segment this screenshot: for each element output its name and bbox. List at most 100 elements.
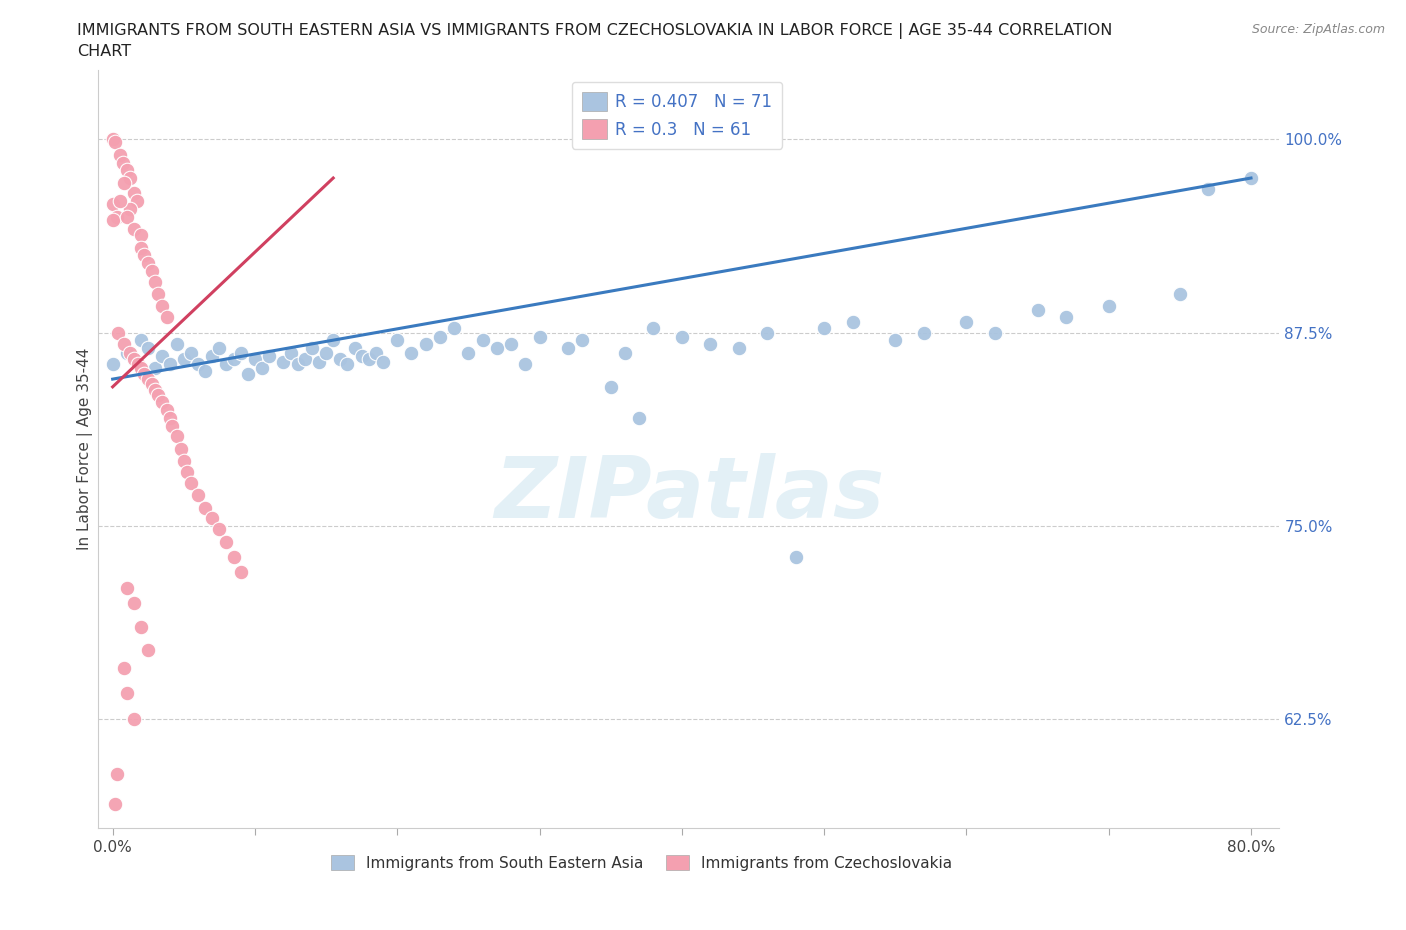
Point	[122, 596, 145, 611]
Point	[1098, 299, 1121, 313]
Point	[148, 387, 170, 402]
Point	[115, 580, 138, 595]
Point	[148, 286, 170, 301]
Point	[166, 429, 188, 444]
Point	[129, 619, 152, 634]
Point	[457, 345, 479, 360]
Point	[315, 345, 337, 360]
Point	[129, 333, 152, 348]
Point	[122, 352, 145, 366]
Point	[628, 410, 651, 425]
Point	[115, 209, 138, 224]
Text: ZIPatlas: ZIPatlas	[494, 453, 884, 536]
Point	[215, 534, 238, 549]
Point	[222, 550, 245, 565]
Point	[443, 321, 465, 336]
Point	[118, 170, 141, 185]
Text: IMMIGRANTS FROM SOUTH EASTERN ASIA VS IMMIGRANTS FROM CZECHOSLOVAKIA IN LABOR FO: IMMIGRANTS FROM SOUTH EASTERN ASIA VS IM…	[77, 23, 1112, 39]
Point	[301, 340, 323, 355]
Point	[364, 345, 387, 360]
Point	[813, 321, 835, 336]
Point	[136, 256, 159, 271]
Point	[141, 263, 163, 278]
Point	[294, 352, 316, 366]
Point	[180, 345, 202, 360]
Point	[166, 336, 188, 351]
Point	[132, 248, 155, 263]
Point	[173, 352, 195, 366]
Point	[104, 135, 127, 150]
Point	[308, 354, 330, 369]
Point	[152, 395, 174, 410]
Point	[1054, 310, 1077, 325]
Text: Source: ZipAtlas.com: Source: ZipAtlas.com	[1251, 23, 1385, 36]
Point	[187, 487, 209, 502]
Point	[101, 212, 124, 227]
Point	[122, 221, 145, 236]
Point	[108, 193, 131, 208]
Point	[136, 340, 159, 355]
Point	[515, 356, 537, 371]
Point	[336, 356, 359, 371]
Point	[343, 340, 366, 355]
Point	[471, 333, 494, 348]
Point	[118, 202, 141, 217]
Point	[785, 550, 807, 565]
Point	[112, 175, 135, 190]
Point	[105, 766, 128, 781]
Point	[243, 352, 266, 366]
Point	[105, 209, 128, 224]
Point	[122, 712, 145, 727]
Point	[229, 565, 252, 580]
Point	[884, 333, 907, 348]
Point	[141, 377, 163, 392]
Point	[129, 228, 152, 243]
Point	[727, 340, 749, 355]
Point	[152, 349, 174, 364]
Point	[180, 475, 202, 490]
Point	[132, 367, 155, 382]
Point	[350, 349, 373, 364]
Point	[101, 132, 124, 147]
Point	[162, 418, 184, 433]
Point	[222, 352, 245, 366]
Point	[101, 197, 124, 212]
Point	[118, 345, 141, 360]
Point	[273, 354, 295, 369]
Point	[194, 364, 217, 379]
Point	[529, 330, 551, 345]
Point	[699, 336, 721, 351]
Point	[136, 643, 159, 658]
Point	[357, 352, 380, 366]
Point	[143, 382, 166, 397]
Point	[159, 410, 181, 425]
Point	[1168, 286, 1191, 301]
Point	[322, 333, 344, 348]
Point	[280, 345, 302, 360]
Point	[187, 356, 209, 371]
Point	[156, 403, 179, 418]
Point	[129, 240, 152, 255]
Point	[125, 193, 148, 208]
Point	[112, 336, 135, 351]
Point	[143, 274, 166, 289]
Point	[229, 345, 252, 360]
Point	[108, 147, 131, 162]
Point	[152, 299, 174, 313]
Y-axis label: In Labor Force | Age 35-44: In Labor Force | Age 35-44	[77, 348, 93, 550]
Point	[215, 356, 238, 371]
Point	[143, 361, 166, 376]
Point	[912, 326, 935, 340]
Point	[115, 163, 138, 178]
Point	[201, 349, 224, 364]
Point	[387, 333, 409, 348]
Point	[984, 326, 1007, 340]
Point	[136, 372, 159, 387]
Point	[104, 797, 127, 812]
Point	[756, 326, 779, 340]
Point	[173, 454, 195, 469]
Point	[208, 340, 231, 355]
Point	[208, 522, 231, 537]
Point	[841, 314, 863, 329]
Point	[257, 349, 280, 364]
